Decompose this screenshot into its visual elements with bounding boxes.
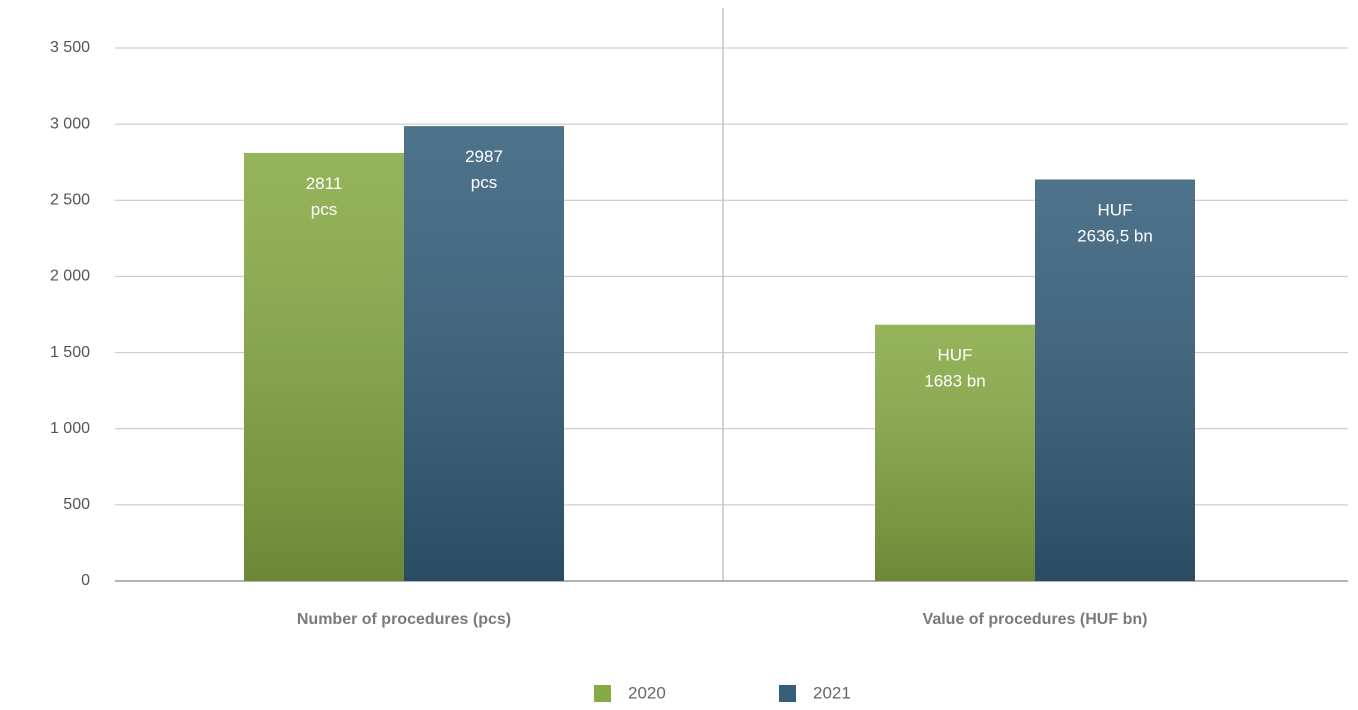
y-tick-label: 500 — [63, 496, 90, 513]
legend-swatch — [594, 685, 611, 702]
y-tick-label: 1 000 — [50, 420, 90, 437]
bar-shade — [875, 324, 1035, 581]
y-tick-label: 0 — [81, 572, 90, 589]
legend-label: 2021 — [813, 683, 851, 702]
bar-shade — [244, 152, 404, 581]
bar-shade — [404, 126, 564, 582]
value-label: 2811 pcs — [306, 174, 343, 219]
bar-shade — [1035, 179, 1195, 581]
y-tick-label: 2 500 — [50, 192, 90, 209]
value-label: HUF 1683 bn — [924, 346, 985, 391]
y-tick-label: 3 000 — [50, 115, 90, 132]
value-label: HUF 2636,5 bn — [1077, 201, 1153, 246]
y-tick-label: 1 500 — [50, 344, 90, 361]
x-tick-label: Value of procedures (HUF bn) — [923, 611, 1148, 628]
legend-swatch — [779, 685, 796, 702]
x-tick-label: Number of procedures (pcs) — [297, 611, 511, 628]
y-tick-label: 3 500 — [50, 39, 90, 56]
legend-label: 2020 — [628, 683, 666, 702]
y-tick-label: 2 000 — [50, 268, 90, 285]
value-label: 2987 pcs — [465, 148, 503, 193]
